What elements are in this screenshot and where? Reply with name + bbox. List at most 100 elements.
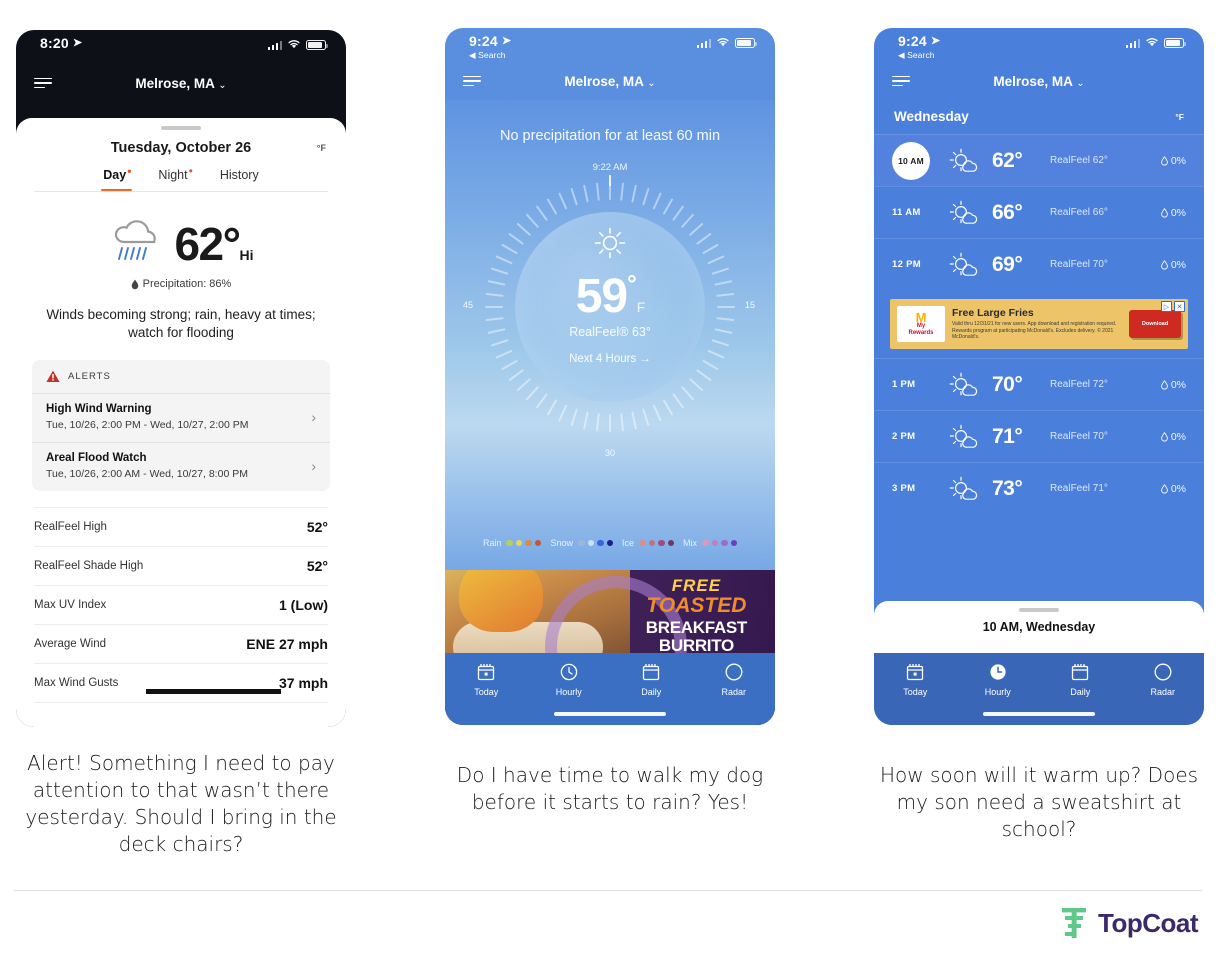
dial-tick [490, 339, 509, 347]
tab-daily[interactable]: Daily [610, 653, 693, 725]
day-header: Wednesday °F [874, 100, 1204, 134]
day-label: Wednesday [894, 109, 969, 124]
alerts-card: ALERTS High Wind Warning Tue, 10/26, 2:0… [32, 360, 330, 492]
menu-icon[interactable] [34, 77, 52, 89]
tab-hourly[interactable]: Hourly [957, 653, 1040, 725]
tab-today[interactable]: Today [874, 653, 957, 725]
back-to-search-link[interactable]: ◀ Search [898, 50, 935, 60]
status-bar: 9:24 ➤ ◀ Search [874, 28, 1204, 62]
dial-tick [695, 369, 712, 382]
location-name: Melrose, MA [135, 75, 215, 91]
close-icon[interactable]: ✕ [1174, 301, 1185, 312]
hourly-row[interactable]: 3 PM 73° RealFeel 71° 0% [874, 462, 1204, 514]
advertisement-banner[interactable]: M My Rewards Free Large Fries Valid thru… [890, 299, 1188, 349]
hourly-row[interactable]: 10 AM 62° RealFeel 62° 0% [874, 134, 1204, 186]
alert-item[interactable]: Areal Flood Watch Tue, 10/26, 2:00 AM - … [32, 442, 330, 491]
day-night-tabs: Day• Night• History [16, 164, 346, 191]
tab-today-label: Today [474, 687, 499, 697]
dial-label-30: 30 [604, 448, 616, 458]
chevron-right-icon: › [311, 458, 316, 475]
dial-tick [595, 413, 600, 432]
dial-tick [583, 184, 589, 203]
droplet-icon [1160, 155, 1168, 165]
dial-tick [609, 182, 611, 200]
ad-brand-logo: M My Rewards [897, 306, 945, 342]
selected-hour-sheet: 10 AM, Wednesday [874, 601, 1204, 653]
home-indicator[interactable] [983, 711, 1095, 716]
chevron-down-icon: ⌄ [647, 77, 656, 89]
sun-icon [593, 226, 627, 265]
dial-tick [508, 232, 525, 245]
hourly-row[interactable]: 11 AM 66° RealFeel 66° 0% [874, 186, 1204, 238]
phone-mockup-minutecast: 9:24 ➤ ◀ Search Melrose, MA ⌄ No precipi… [445, 28, 775, 725]
alert-range: Tue, 10/26, 2:00 AM - Wed, 10/27, 8:00 P… [46, 468, 248, 481]
sheet-grabber[interactable] [1019, 608, 1059, 612]
tab-day[interactable]: Day• [101, 164, 133, 191]
dial-tick [662, 198, 674, 215]
hourly-row[interactable]: 2 PM 71° RealFeel 70° 0% [874, 410, 1204, 462]
dial-tick [652, 404, 662, 422]
ad-choices-icon[interactable]: ▷ [1161, 301, 1172, 312]
menu-icon[interactable] [892, 75, 910, 87]
hour-time: 11 AM [892, 207, 921, 218]
stat-row: RealFeel High 52° [34, 507, 328, 548]
scroll-indicator[interactable] [146, 689, 281, 695]
dial-time-label: 9:22 AM [592, 162, 628, 173]
app-bar: Melrose, MA ⌄ [874, 62, 1204, 100]
legend-mix: Mix [683, 538, 738, 548]
dial-tick [702, 359, 719, 371]
tab-today[interactable]: Today [445, 653, 528, 725]
dial-tick [485, 292, 504, 297]
unit-toggle[interactable]: °F [316, 143, 326, 153]
tab-daily[interactable]: Daily [1039, 653, 1122, 725]
hour-time: 2 PM [892, 431, 916, 442]
alert-item[interactable]: High Wind Warning Tue, 10/26, 2:00 PM - … [32, 394, 330, 442]
hour-precip: 0% [1160, 431, 1186, 443]
dial-tick [631, 184, 637, 203]
stat-label: RealFeel High [34, 521, 107, 534]
tab-radar[interactable]: Radar [693, 653, 776, 725]
tab-hourly[interactable]: Hourly [528, 653, 611, 725]
hour-temp: 62° [992, 148, 1023, 172]
location-title[interactable]: Melrose, MA ⌄ [16, 76, 346, 91]
battery-icon [735, 38, 757, 48]
minutecast-dial[interactable]: 59°F RealFeel® 63° Next 4 Hours → 45 15 … [463, 182, 755, 458]
partly-sunny-icon [938, 146, 992, 176]
clock-icon [990, 664, 1006, 680]
location-title[interactable]: Melrose, MA ⌄ [445, 74, 775, 89]
dial-tick [717, 306, 735, 308]
next-4-hours-link[interactable]: Next 4 Hours → [569, 353, 651, 365]
alert-range: Tue, 10/26, 2:00 PM - Wed, 10/27, 2:00 P… [46, 419, 249, 432]
dial-realfeel: RealFeel® 63° [569, 325, 651, 339]
temperature-value: 62° [174, 217, 241, 270]
stat-row: RealFeel Shade High 52° [34, 547, 328, 587]
dial-tick [487, 328, 506, 334]
tab-radar[interactable]: Radar [1122, 653, 1205, 725]
warning-triangle-icon [46, 371, 60, 383]
legend-ice: Ice [622, 538, 675, 548]
ad-logo-line1: My [916, 323, 926, 330]
tab-night[interactable]: Night• [158, 164, 192, 191]
dial-tick [535, 205, 548, 222]
tab-night-label: Night [158, 168, 188, 182]
unit-toggle[interactable]: °F [1175, 111, 1184, 122]
stat-value: 52° [306, 558, 328, 575]
hourly-row[interactable]: 12 PM 69° RealFeel 70° 0% [874, 238, 1204, 290]
cellular-signal-icon [267, 40, 282, 50]
dial-tick [487, 280, 506, 286]
tab-hourly-label: Hourly [984, 687, 1011, 697]
menu-icon[interactable] [463, 75, 481, 87]
location-title[interactable]: Melrose, MA ⌄ [874, 74, 1204, 89]
ad-download-button[interactable]: Download [1129, 310, 1181, 338]
stat-label: RealFeel Shade High [34, 560, 144, 573]
home-indicator[interactable] [554, 711, 666, 716]
dial-unit: F [636, 299, 646, 315]
hour-time: 12 PM [892, 259, 921, 270]
hourly-row[interactable]: 1 PM 70° RealFeel 72° 0% [874, 358, 1204, 410]
sheet-grabber[interactable] [161, 126, 201, 130]
tab-history[interactable]: History [220, 168, 259, 191]
caption-one: Alert! Something I need to pay attention… [25, 751, 337, 856]
dial-tick [620, 413, 625, 432]
back-to-search-link[interactable]: ◀ Search [469, 50, 506, 60]
